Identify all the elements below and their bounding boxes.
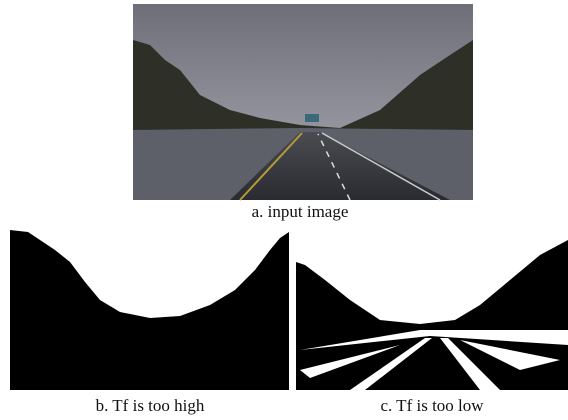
caption: a. input image bbox=[252, 202, 349, 222]
page: a. input image b. Tf is too high c. Tf i… bbox=[0, 0, 568, 420]
input-image bbox=[133, 4, 473, 200]
caption: c. Tf is too low bbox=[380, 396, 483, 416]
caption: b. Tf is too high bbox=[96, 396, 205, 416]
threshold-low-image bbox=[296, 230, 568, 390]
figure bbox=[0, 0, 568, 400]
threshold-high-image bbox=[10, 230, 289, 390]
